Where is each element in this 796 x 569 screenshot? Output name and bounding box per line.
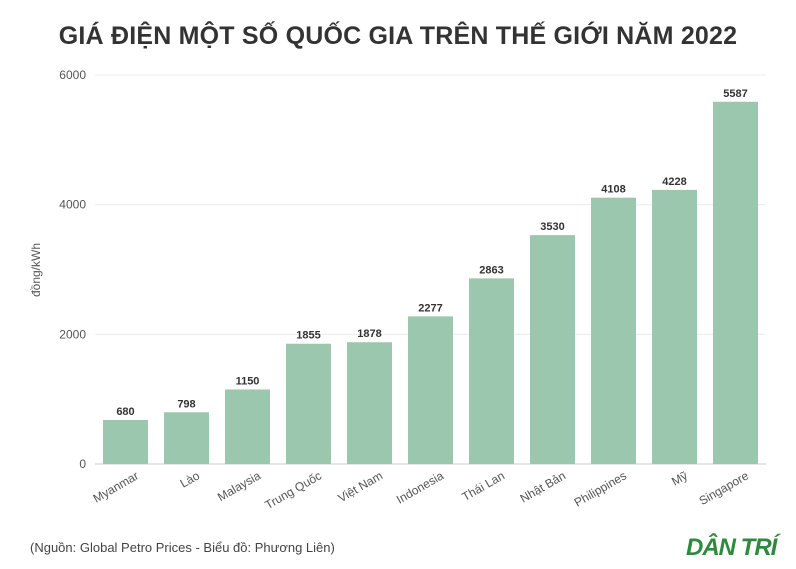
x-tick-label: Việt Nam (335, 468, 385, 505)
y-tick-label: 0 (79, 457, 86, 471)
bar-10 (713, 101, 758, 464)
x-tick-label: Trung Quốc (263, 468, 324, 512)
bar-value-label: 680 (116, 406, 134, 418)
bar-value-label: 2277 (418, 302, 442, 314)
bar-value-label: 1878 (357, 328, 381, 340)
bar-value-label: 798 (177, 398, 195, 410)
bar-4 (347, 342, 392, 464)
bar-value-label: 1150 (236, 375, 260, 387)
x-tick-label: Indonesia (394, 468, 446, 506)
bar-9 (652, 189, 697, 464)
logo-wordmark: DÂN TRÍ (686, 533, 782, 561)
y-tick-label: 4000 (59, 198, 86, 212)
bars: 680 798 1150 1855 1878 2277 2863 3530 4108 4228 55… (103, 88, 758, 464)
y-tick-label: 2000 (59, 327, 86, 341)
x-axis-labels: Myanmar Lào Malaysia Trung Quốc Việt Nam Indo… (91, 468, 752, 512)
chart-title: GIÁ ĐIỆN MỘT SỐ QUỐC GIA TRÊN THẾ GIỚI N… (58, 22, 738, 50)
bar-chart: 0 2000 4000 6000 đồng/kWh 680 798 1150 1855 187… (29, 68, 766, 512)
bar-3 (286, 343, 331, 464)
x-tick-label: Malaysia (215, 468, 263, 504)
y-axis-ticks: 0 2000 4000 6000 (59, 68, 86, 471)
bar-value-label: 4108 (601, 184, 625, 196)
x-tick-label: Philippines (572, 468, 629, 509)
x-tick-label: Myanmar (91, 468, 141, 505)
bar-5 (408, 316, 453, 464)
y-tick-label: 6000 (59, 68, 86, 82)
bar-2 (225, 389, 270, 464)
source-note: (Nguồn: Global Petro Prices - Biểu đồ: P… (30, 540, 335, 555)
bar-8 (591, 197, 636, 464)
x-tick-label: Singapore (697, 468, 752, 508)
bar-value-label: 1855 (296, 330, 320, 342)
x-tick-label: Nhật Bản (518, 468, 568, 505)
bar-7 (530, 235, 575, 464)
bar-value-label: 3530 (540, 221, 564, 233)
x-tick-label: Mỹ (669, 468, 690, 488)
y-axis-label: đồng/kWh (29, 243, 43, 297)
x-tick-label: Thái Lan (460, 468, 507, 503)
bar-value-label: 2863 (479, 264, 503, 276)
bar-1 (164, 412, 209, 464)
dantri-logo: DÂN TRÍ (686, 533, 783, 561)
bar-value-label: 4228 (662, 176, 686, 188)
bar-0 (103, 419, 148, 464)
x-tick-label: Lào (178, 468, 203, 490)
bar-6 (469, 278, 514, 464)
bar-value-label: 5587 (723, 88, 747, 100)
